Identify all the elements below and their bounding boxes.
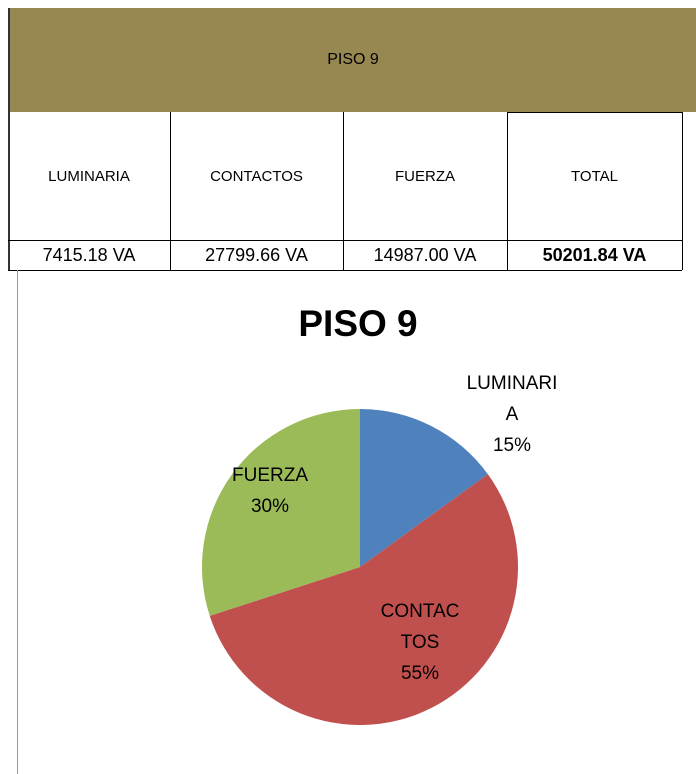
cell-border xyxy=(507,112,508,270)
column-header: TOTAL xyxy=(571,167,618,185)
pie-slice xyxy=(360,409,488,567)
cell-border xyxy=(507,112,682,113)
category-label: LUMINARIA xyxy=(466,373,558,425)
value-label: 30% xyxy=(250,496,290,517)
value-label: 55% xyxy=(400,663,440,684)
pie-label: CONTACTOS 55% xyxy=(375,596,465,689)
table-title: PISO 9 xyxy=(8,8,696,112)
cell-border xyxy=(8,270,682,271)
value-label: 15% xyxy=(492,435,532,456)
chart-title: PISO 9 xyxy=(298,303,417,344)
chart-border xyxy=(17,270,18,774)
column-header: LUMINARIA xyxy=(48,167,130,185)
cell-border xyxy=(682,112,683,270)
cell-border xyxy=(170,112,171,270)
table-cell: 14987.00 VA xyxy=(373,244,477,265)
category-label: CONTACTOS xyxy=(380,601,460,653)
column-header: FUERZA xyxy=(395,167,455,185)
table-cell: 7415.18 VA xyxy=(42,244,136,265)
table-cell: 27799.66 VA xyxy=(205,244,308,265)
pie-label: LUMINARIA 15% xyxy=(462,368,562,461)
pie-label: FUERZA 30% xyxy=(220,460,320,522)
pie-slice xyxy=(201,409,360,616)
pie-slice xyxy=(209,474,518,725)
cell-border xyxy=(8,8,10,270)
chart: PISO 9 xyxy=(201,303,518,725)
column-header: CONTACTOS xyxy=(210,167,303,185)
cell-border xyxy=(8,240,682,241)
category-label: FUERZA xyxy=(232,465,308,486)
pie xyxy=(201,409,518,725)
cell-border xyxy=(343,112,344,270)
table-cell: 50201.84 VA xyxy=(542,244,647,265)
